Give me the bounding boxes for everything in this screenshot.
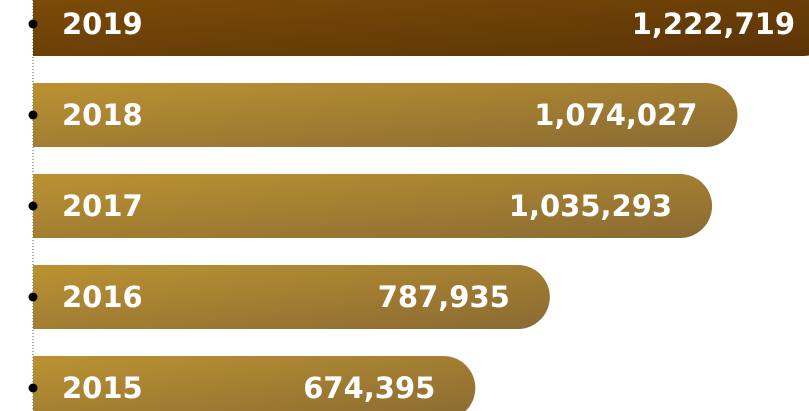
bar [33, 174, 713, 238]
year-label: 2015 [62, 371, 143, 405]
bar [33, 265, 550, 329]
timeline-dot [28, 110, 38, 120]
value-label: 787,935 [378, 280, 510, 314]
bar [33, 356, 476, 411]
value-label: 674,395 [303, 371, 435, 405]
bar [33, 0, 809, 56]
year-label: 2017 [62, 189, 143, 223]
year-label: 2018 [62, 98, 143, 132]
year-label: 2019 [62, 7, 143, 41]
timeline-dot [28, 383, 38, 393]
value-label: 1,222,719 [632, 7, 795, 41]
timeline-dot [28, 201, 38, 211]
value-label: 1,035,293 [509, 189, 672, 223]
timeline-dot [28, 19, 38, 29]
bar [33, 83, 738, 147]
year-label: 2016 [62, 280, 143, 314]
value-label: 1,074,027 [534, 98, 697, 132]
timeline-dot [28, 292, 38, 302]
